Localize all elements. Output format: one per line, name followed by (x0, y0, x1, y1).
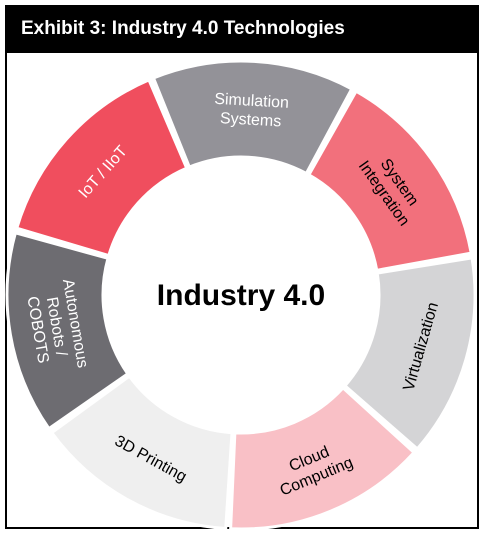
segment-shape-virtualization (342, 256, 477, 451)
segment-label-simulation-systems: SimulationSystems (213, 91, 290, 131)
segment-shape-cloud-computing (229, 385, 417, 531)
segment-shape-system-integration (306, 89, 473, 273)
segment-autonomous-robots-cobots: AutonomousRobots /COBOTS (5, 231, 130, 431)
segment-cloud-computing: CloudComputing (229, 385, 417, 531)
segment-label-line: Systems (220, 110, 282, 130)
segment-virtualization: Virtualization (342, 256, 477, 451)
segment-shape-3d-printing (49, 374, 234, 531)
exhibit-header: Exhibit 3: Industry 4.0 Technologies (5, 5, 479, 53)
segment-label-line: Simulation (214, 91, 290, 112)
ring-segments: IoT / IIoT SimulationSystems SystemIntegra… (5, 59, 477, 531)
center-label: Industry 4.0 (157, 279, 325, 312)
exhibit-title: Exhibit 3: Industry 4.0 Technologies (21, 18, 345, 39)
segment-shape-iot-iiot (14, 77, 189, 258)
segment-shape-simulation-systems (151, 59, 354, 176)
segment-system-integration: SystemIntegration (306, 89, 473, 273)
segment-simulation-systems: SimulationSystems (151, 59, 354, 176)
segment-shape-autonomous-robots-cobots (5, 231, 130, 431)
segment-iot-iiot: IoT / IIoT (14, 77, 189, 258)
segment-3d-printing: 3D Printing (49, 374, 234, 531)
